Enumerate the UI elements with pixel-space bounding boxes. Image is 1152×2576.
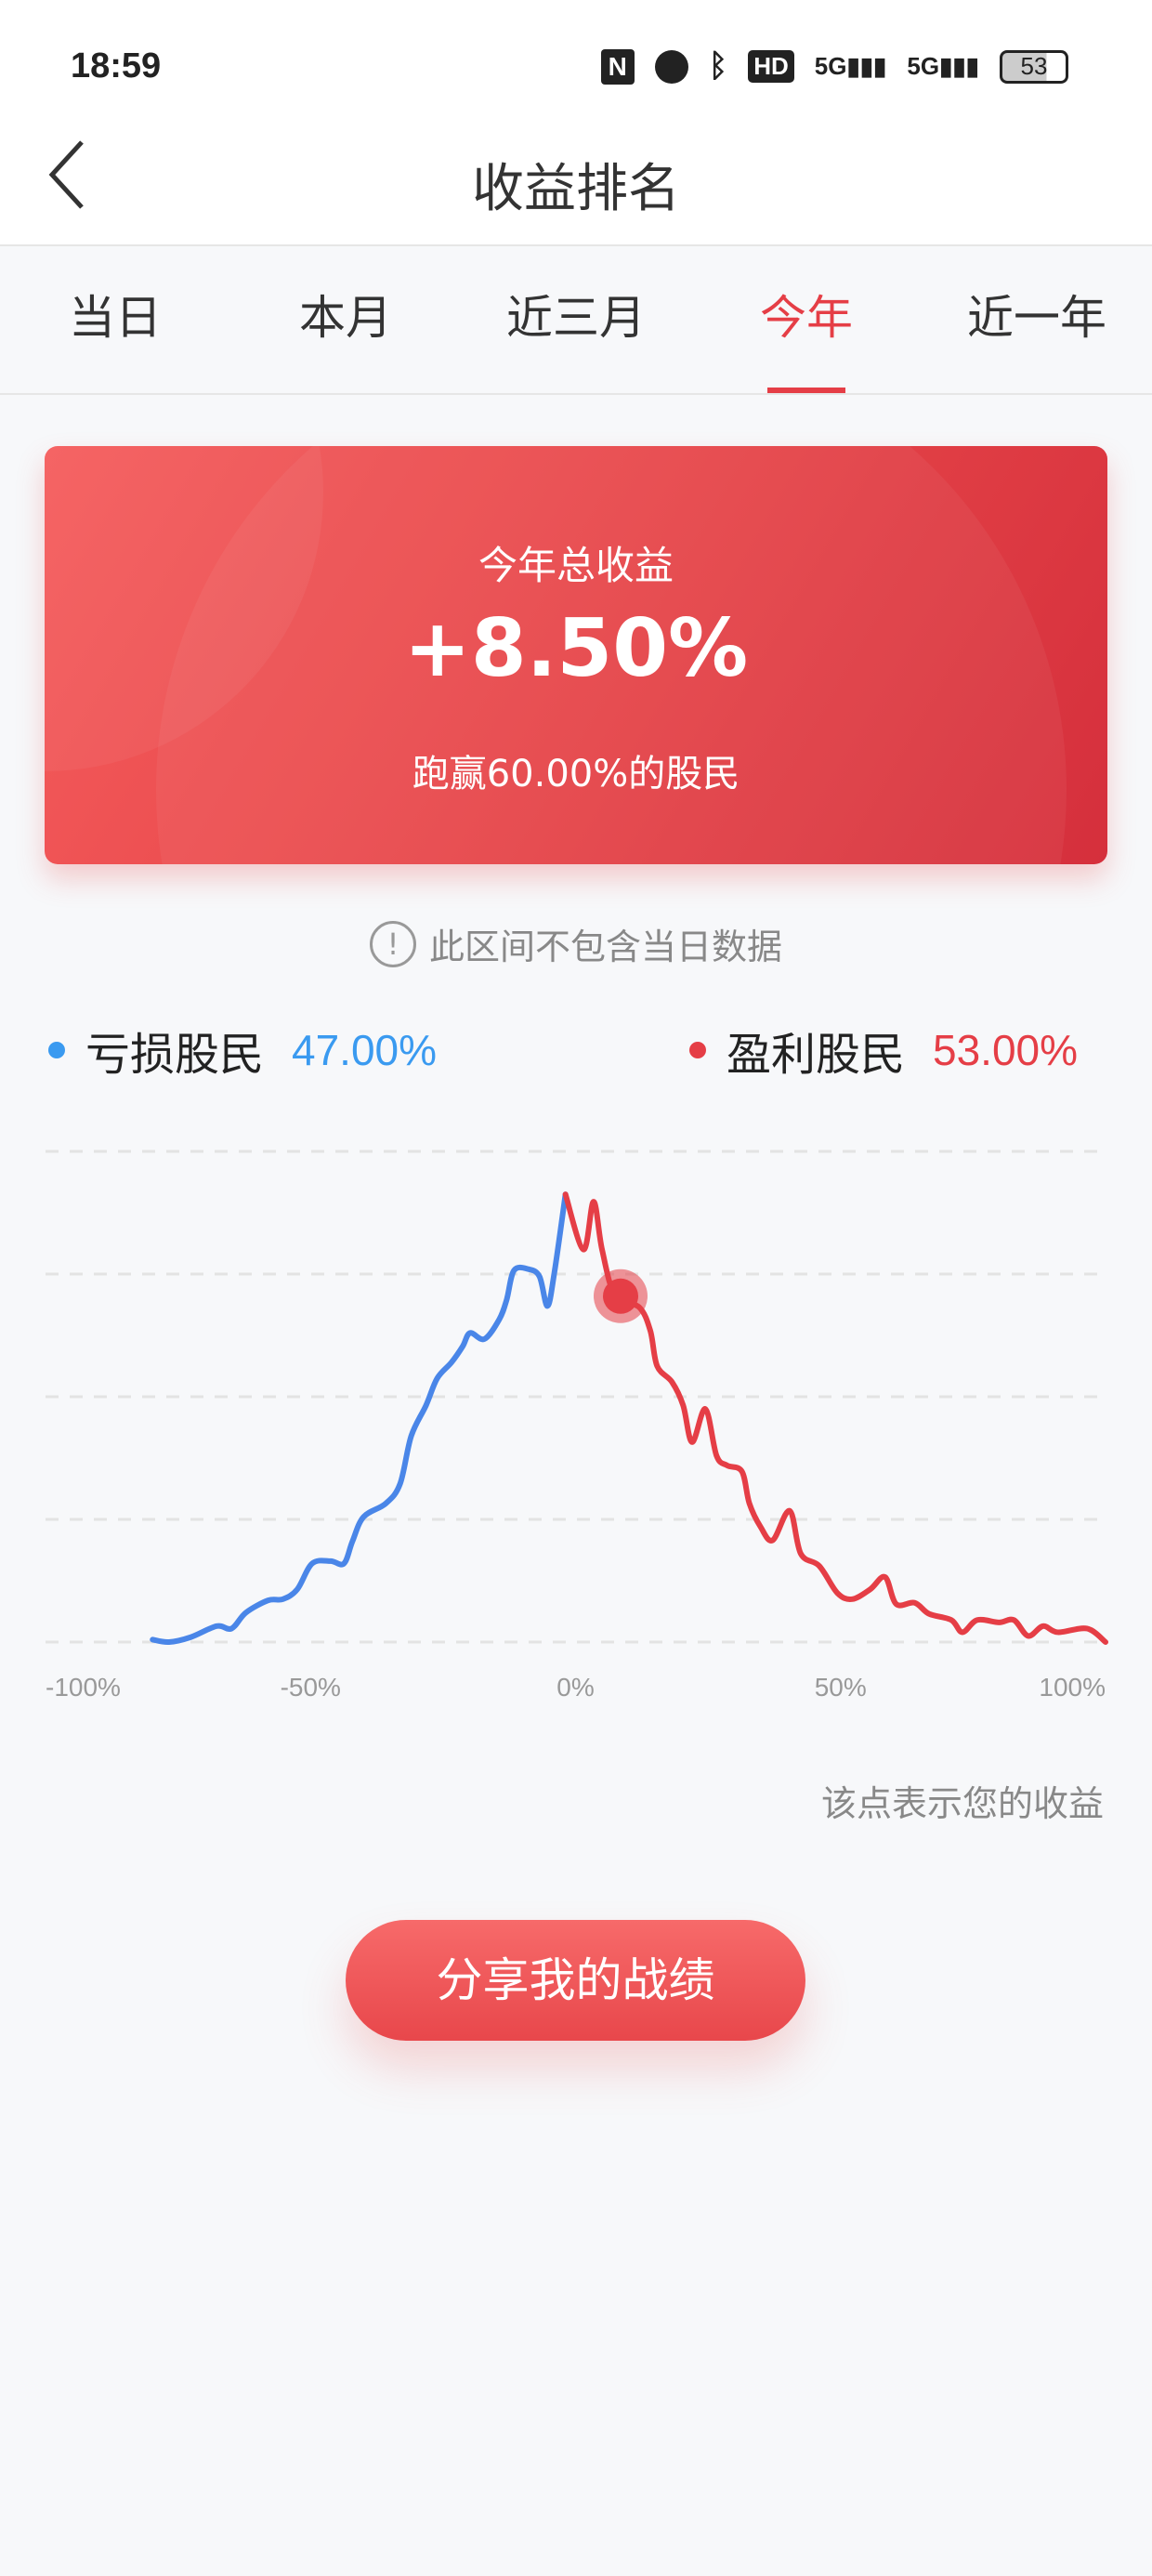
legend-profit-label: 盈利股民 (727, 1029, 906, 1081)
status-time: 18:59 (71, 46, 162, 85)
page-title: 收益排名 (472, 159, 680, 219)
notice: ! 此区间不包含当日数据 (0, 918, 1152, 969)
legend-loss-label: 亏损股民 (85, 1029, 265, 1081)
tab-today[interactable]: 当日 (69, 291, 162, 345)
back-button[interactable] (45, 138, 100, 221)
tab-this-year[interactable]: 今年 (691, 246, 922, 393)
profit-series-line (562, 1191, 1108, 1645)
battery-icon: 53 (1000, 49, 1068, 84)
header: 收益排名 (0, 121, 1152, 246)
legend-loss-value: 47.00% (292, 1026, 438, 1074)
signal-5g-icon: 5G ▮▮▮ (907, 52, 979, 80)
hd-icon: HD (748, 50, 794, 83)
legend-dot-loss (48, 1042, 65, 1058)
loss-series-line (150, 1191, 569, 1646)
exclamation-circle-icon: ! (369, 920, 416, 967)
nfc-icon: N (600, 48, 635, 85)
x-tick-label: -50% (281, 1673, 341, 1702)
distribution-chart: -100% -50% 0% 50% 100% (46, 1150, 1108, 1702)
legend-profit: 盈利股民 53.00% (689, 1018, 1078, 1083)
bluetooth-icon: ᛒ (708, 48, 728, 84)
network-label: 5G (814, 52, 847, 80)
x-tick-label: 50% (815, 1673, 867, 1702)
status-icons: N ᛒ HD 5G ▮▮▮ 5G ▮▮▮ 53 (600, 48, 1068, 85)
summary-subtitle: 跑赢60.00%的股民 (412, 753, 740, 795)
legend-dot-profit (689, 1042, 706, 1058)
summary-card: 今年总收益 +8.50% 跑赢60.00%的股民 (45, 446, 1107, 864)
user-marker[interactable] (602, 1278, 638, 1314)
legend-loss: 亏损股民 47.00% (48, 1018, 437, 1083)
x-tick-label: 100% (1039, 1673, 1106, 1702)
network-label: 5G (907, 52, 940, 80)
tab-one-year[interactable]: 近一年 (967, 291, 1106, 345)
chart-hint: 该点表示您的收益 (820, 1783, 1104, 1824)
status-bar: 18:59 N ᛒ HD 5G ▮▮▮ 5G ▮▮▮ 53 (0, 0, 1152, 121)
x-tick-label: 0% (556, 1673, 594, 1702)
tab-three-months[interactable]: 近三月 (506, 291, 646, 345)
share-button[interactable]: 分享我的战绩 (346, 1920, 805, 2041)
legend-profit-value: 53.00% (933, 1026, 1079, 1074)
chevron-left-icon (48, 140, 84, 209)
signal-5g-icon: 5G ▮▮▮ (814, 52, 887, 80)
x-tick-label: -100% (46, 1673, 121, 1702)
summary-label: 今年总收益 (478, 543, 674, 588)
notice-text: 此区间不包含当日数据 (428, 927, 782, 967)
alarm-icon (654, 49, 688, 84)
summary-value: +8.50% (403, 602, 749, 695)
tab-this-month[interactable]: 本月 (299, 291, 392, 345)
period-tabs: 当日 本月 近三月 今年 近一年 (0, 246, 1152, 395)
